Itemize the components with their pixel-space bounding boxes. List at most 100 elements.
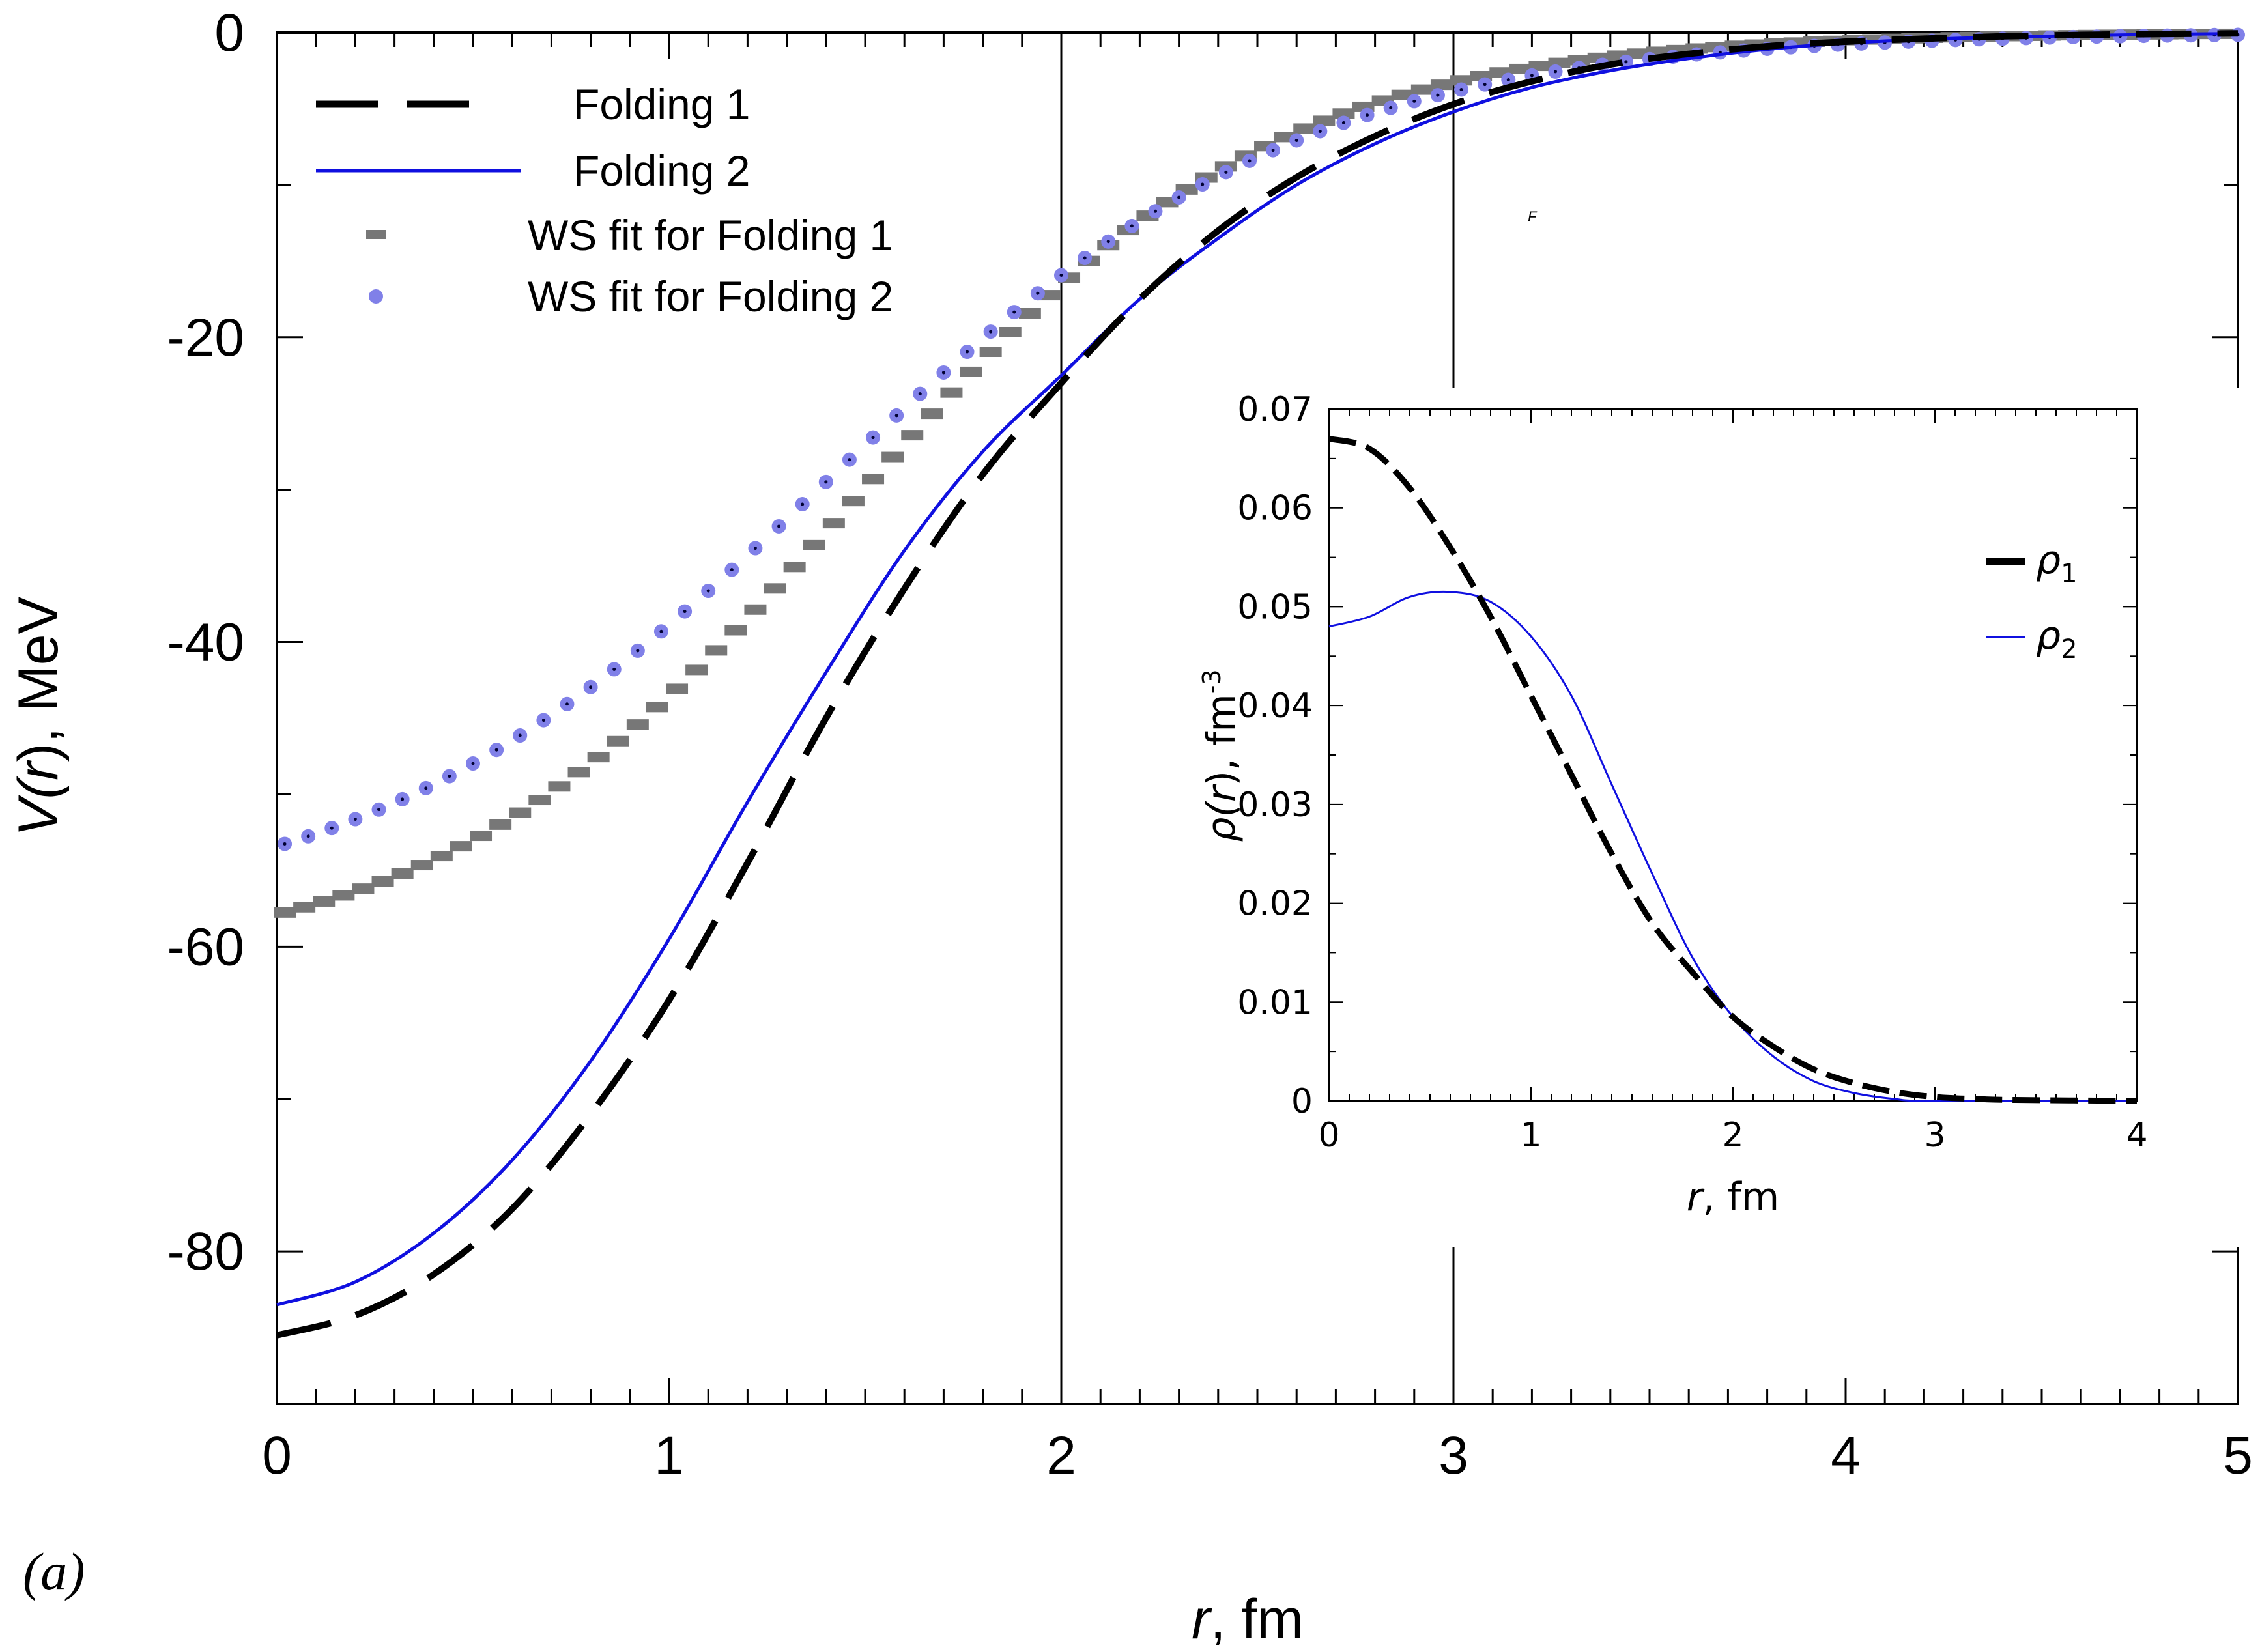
ws-fit-1-marker	[1509, 63, 1532, 74]
inset-y-tick-label: 0.02	[1237, 885, 1313, 924]
ws-fit-1-marker	[1293, 123, 1316, 134]
inset-plot: 0 1 2 3 400.010.020.030.040.050.060.07 r, fm…	[1163, 388, 2257, 1247]
ws-fit-2-marker-center	[1436, 93, 1440, 97]
ws-fit-2-marker-center	[636, 649, 640, 653]
main-x-axis-var: r	[1192, 1588, 1212, 1651]
ws-fit-2-marker-center	[1271, 149, 1275, 152]
inset-x-axis-title: r, fm	[1687, 1175, 1779, 1220]
ws-fit-1-marker	[705, 645, 728, 656]
ws-fit-2-marker-center	[966, 350, 969, 354]
ws-fit-1-marker	[1391, 89, 1414, 100]
inset-x-tick-label: 4	[2126, 1116, 2147, 1155]
ws-fit-1-marker	[607, 735, 629, 747]
ws-fit-1-marker	[1332, 108, 1355, 119]
ws-fit-1-marker	[410, 860, 433, 871]
ws-fit-1-marker	[470, 831, 493, 842]
inset-x-tick-label: 2	[1722, 1116, 1743, 1155]
main-x-tick-label: 4	[1831, 1426, 1861, 1485]
ws-fit-2-marker-center	[777, 524, 781, 528]
ws-fit-2-marker-center	[424, 786, 428, 790]
ws-fit-2-marker-center	[1130, 224, 1134, 228]
ws-fit-1-marker	[1313, 115, 1336, 126]
ws-fit-2-marker-center	[1177, 195, 1181, 199]
main-y-tick-label: -40	[167, 613, 244, 672]
ws-fit-1-marker	[1430, 79, 1453, 91]
inset-y-axis-var: r	[1199, 784, 1244, 802]
legend-label-rho-2: ρ2	[2036, 613, 2078, 664]
ws-fit-1-marker	[587, 752, 610, 763]
ws-fit-1-marker	[842, 496, 865, 507]
ws-fit-1-marker	[960, 366, 982, 377]
ws-fit-1-marker	[391, 868, 414, 879]
inset-y-axis-pre: ρ(	[1199, 801, 1244, 842]
ws-fit-1-marker	[646, 702, 668, 713]
legend-swatch-ws-fit-1	[366, 230, 386, 239]
ws-fit-2-marker-center	[753, 547, 757, 550]
ws-fit-1-marker	[1567, 55, 1590, 66]
ws-fit-2-marker-center	[494, 748, 498, 752]
ws-fit-2-marker-center	[1294, 139, 1298, 143]
ws-fit-2-marker-center	[1059, 273, 1063, 277]
legend-label-folding-1: Folding 1	[573, 80, 751, 128]
series-rho-2	[1328, 590, 2138, 1102]
series-folding-2	[276, 32, 2239, 1307]
legend-label-rho-1: ρ1	[2036, 537, 2078, 589]
inset-x-tick-label: 0	[1318, 1116, 1339, 1155]
ws-fit-2-marker-center	[941, 371, 945, 375]
ws-fit-2-marker-center	[1459, 88, 1463, 92]
inset-y-tick-label: 0.01	[1237, 983, 1313, 1022]
main-y-tick-label: -80	[167, 1222, 244, 1281]
ws-fit-2-marker-center	[1318, 130, 1322, 134]
ws-fit-2-marker-center	[1248, 159, 1252, 163]
ws-fit-2-marker-center	[1554, 70, 1558, 74]
main-y-axis-var: r	[7, 760, 70, 780]
ws-fit-2-marker-center	[683, 610, 687, 614]
legend-label-ws-fit-2: WS fit for Folding 2	[528, 272, 893, 320]
ws-fit-2-marker-center	[377, 808, 381, 812]
ws-fit-2-marker-center	[283, 842, 287, 846]
ws-fit-2-marker-center	[1389, 106, 1393, 110]
ws-fit-1-marker	[567, 767, 590, 778]
inset-background	[1163, 388, 2257, 1247]
ws-fit-2-marker-center	[330, 826, 334, 830]
ws-fit-2-marker-center	[471, 762, 475, 765]
ws-fit-2-marker-center	[1201, 182, 1205, 186]
inset-y-axis-post: ), fm	[1199, 694, 1244, 786]
ws-fit-2-marker-center	[1036, 291, 1040, 295]
legend-rho-1-sub: 1	[2061, 559, 2077, 589]
ws-fit-1-marker	[803, 539, 825, 550]
ws-fit-2-marker-center	[1106, 240, 1110, 244]
main-x-axis-unit: , fm	[1210, 1588, 1304, 1651]
main-x-tick-label: 0	[262, 1426, 292, 1485]
ws-fit-2-marker-center	[565, 702, 569, 706]
ws-fit-2-marker-center	[730, 568, 734, 572]
ws-fit-1-marker	[921, 408, 943, 420]
inset-y-tick-label: 0.03	[1237, 786, 1313, 825]
ws-fit-2-marker-center	[871, 436, 875, 440]
ws-fit-2-marker-center	[848, 458, 851, 462]
ws-fit-1-marker	[940, 387, 963, 398]
main-y-axis-pre: V(	[7, 776, 70, 836]
ws-fit-1-marker	[489, 819, 512, 830]
main-legend: Folding 1 Folding 2 WS fit for Folding 1…	[316, 80, 893, 320]
ws-fit-2-marker-center	[401, 797, 405, 801]
main-x-tick-label: 2	[1046, 1426, 1076, 1485]
legend-label-ws-fit-1: WS fit for Folding 1	[528, 211, 893, 259]
ws-fit-1-marker	[450, 841, 472, 852]
ws-fit-2-marker-center	[589, 685, 593, 689]
main-y-tick-label: 0	[214, 3, 244, 63]
ws-fit-2-marker-center	[1506, 78, 1510, 81]
ws-fit-1-marker	[1450, 75, 1473, 86]
main-y-axis-title: V(r), MeV	[7, 597, 70, 836]
ws-fit-1-marker	[548, 781, 571, 792]
ws-fit-1-marker	[1410, 84, 1433, 95]
ws-fit-1-marker	[371, 876, 394, 887]
main-x-tick-label: 5	[2223, 1426, 2253, 1485]
legend-rho-2-sub: 2	[2061, 634, 2077, 664]
panel-label: (a)	[23, 1542, 85, 1601]
ws-fit-1-marker	[685, 664, 708, 676]
ws-fit-2-marker-center	[1366, 113, 1369, 117]
ws-fit-1-marker	[666, 683, 689, 694]
ws-fit-1-marker	[626, 719, 649, 730]
